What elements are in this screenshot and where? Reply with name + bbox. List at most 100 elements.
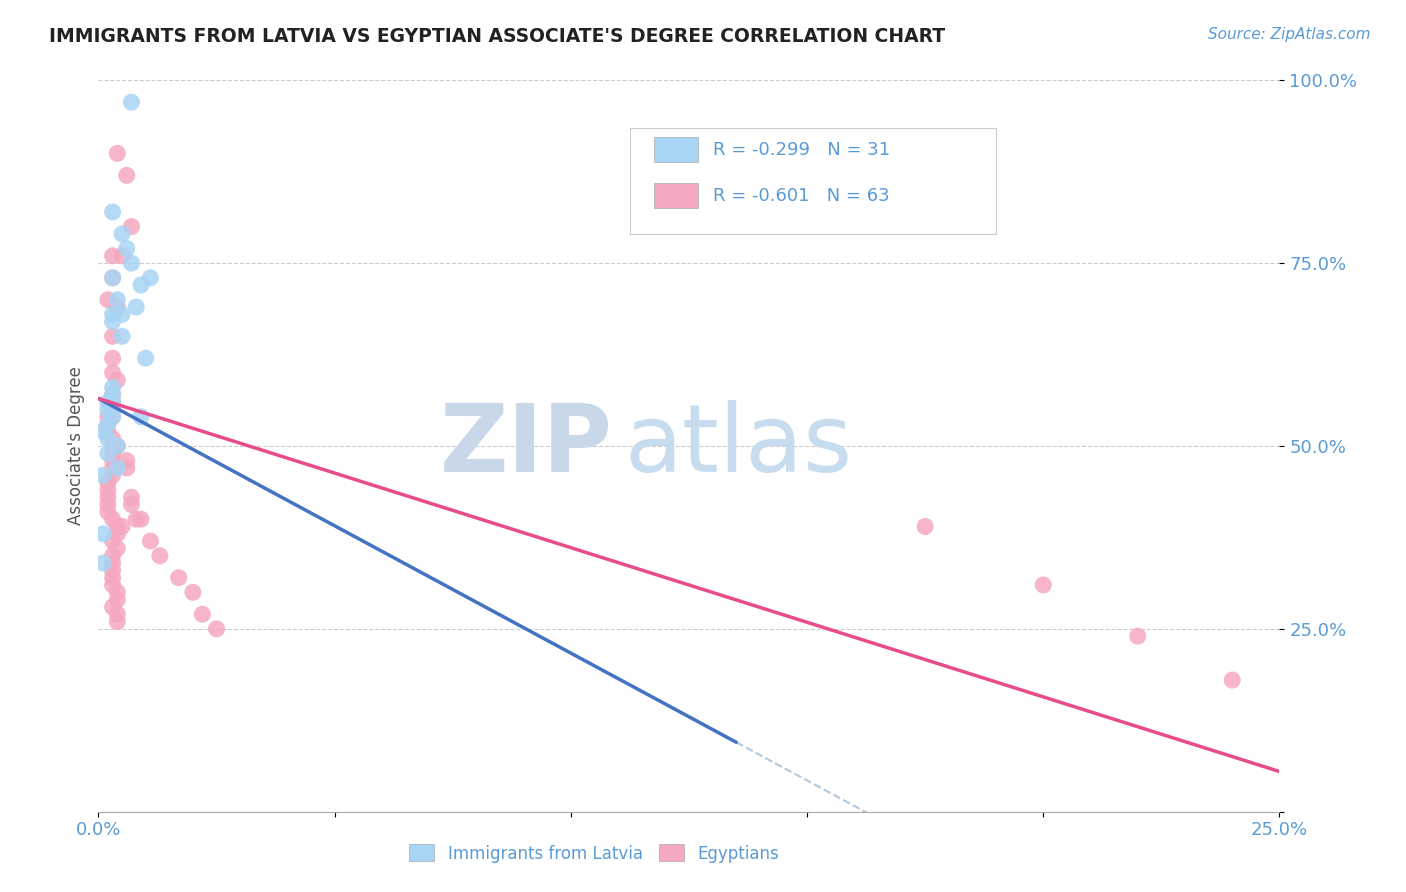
Point xyxy=(149,549,172,563)
FancyBboxPatch shape xyxy=(654,183,699,208)
Point xyxy=(101,395,124,409)
Point xyxy=(105,526,128,541)
Point xyxy=(97,505,120,519)
Point xyxy=(97,417,120,431)
Point xyxy=(97,490,120,504)
Point xyxy=(105,585,128,599)
Point xyxy=(91,526,114,541)
Point xyxy=(91,425,114,439)
Point xyxy=(115,461,138,475)
Point xyxy=(121,95,143,110)
Point xyxy=(97,446,120,460)
Point xyxy=(101,549,124,563)
Point xyxy=(1126,629,1149,643)
Point xyxy=(97,498,120,512)
Point xyxy=(115,242,138,256)
Point xyxy=(105,519,128,533)
Point xyxy=(97,293,120,307)
Point xyxy=(101,461,124,475)
Point xyxy=(105,146,128,161)
Point xyxy=(101,512,124,526)
Point xyxy=(125,300,148,314)
Point xyxy=(129,512,152,526)
Text: ZIP: ZIP xyxy=(439,400,612,492)
Text: R = -0.601   N = 63: R = -0.601 N = 63 xyxy=(713,186,889,205)
Point xyxy=(101,205,124,219)
Point xyxy=(121,490,143,504)
Point xyxy=(101,571,124,585)
Point xyxy=(101,315,124,329)
FancyBboxPatch shape xyxy=(654,136,699,162)
Point xyxy=(101,563,124,577)
Point xyxy=(1220,673,1243,687)
Point xyxy=(97,395,120,409)
Point xyxy=(105,300,128,314)
Point xyxy=(101,439,124,453)
Point xyxy=(129,409,152,424)
Point xyxy=(101,270,124,285)
Point xyxy=(111,227,134,241)
Point xyxy=(97,483,120,497)
Point xyxy=(181,585,204,599)
Point xyxy=(205,622,228,636)
Point xyxy=(101,388,124,402)
Point xyxy=(121,256,143,270)
Point xyxy=(101,453,124,467)
Point xyxy=(105,615,128,629)
Point xyxy=(105,373,128,387)
Text: atlas: atlas xyxy=(624,400,852,492)
Point xyxy=(101,556,124,570)
Point xyxy=(167,571,190,585)
Point xyxy=(105,293,128,307)
Text: R = -0.299   N = 31: R = -0.299 N = 31 xyxy=(713,141,890,159)
Point xyxy=(97,409,120,424)
Point xyxy=(101,366,124,380)
Point xyxy=(97,417,120,431)
Point xyxy=(101,409,124,424)
Point xyxy=(101,380,124,394)
Point xyxy=(101,270,124,285)
Point xyxy=(101,249,124,263)
Point xyxy=(1032,578,1054,592)
Point xyxy=(97,475,120,490)
Point xyxy=(101,599,124,614)
Point xyxy=(101,388,124,402)
Point xyxy=(191,607,214,622)
Point xyxy=(105,592,128,607)
Point xyxy=(115,453,138,467)
Point xyxy=(101,534,124,549)
Point xyxy=(91,468,114,483)
Point xyxy=(115,169,138,183)
Point xyxy=(139,270,162,285)
Point xyxy=(111,519,134,533)
Point xyxy=(101,329,124,343)
Point xyxy=(125,512,148,526)
Point xyxy=(97,432,120,446)
Point xyxy=(914,519,936,533)
Point xyxy=(105,541,128,556)
FancyBboxPatch shape xyxy=(630,128,995,234)
Point xyxy=(91,556,114,570)
Point xyxy=(105,439,128,453)
Point xyxy=(129,278,152,293)
Point xyxy=(105,607,128,622)
Legend: Immigrants from Latvia, Egyptians: Immigrants from Latvia, Egyptians xyxy=(402,838,786,869)
Point xyxy=(101,409,124,424)
Text: IMMIGRANTS FROM LATVIA VS EGYPTIAN ASSOCIATE'S DEGREE CORRELATION CHART: IMMIGRANTS FROM LATVIA VS EGYPTIAN ASSOC… xyxy=(49,27,945,45)
Point xyxy=(101,307,124,321)
Point xyxy=(121,498,143,512)
Point xyxy=(101,402,124,417)
Point xyxy=(135,351,157,366)
Point xyxy=(105,439,128,453)
Point xyxy=(139,534,162,549)
Point xyxy=(101,432,124,446)
Text: Source: ZipAtlas.com: Source: ZipAtlas.com xyxy=(1208,27,1371,42)
Point xyxy=(111,329,134,343)
Point xyxy=(105,461,128,475)
Y-axis label: Associate's Degree: Associate's Degree xyxy=(66,367,84,525)
Point xyxy=(111,249,134,263)
Point xyxy=(101,446,124,460)
Point xyxy=(97,425,120,439)
Point xyxy=(101,351,124,366)
Point xyxy=(121,219,143,234)
